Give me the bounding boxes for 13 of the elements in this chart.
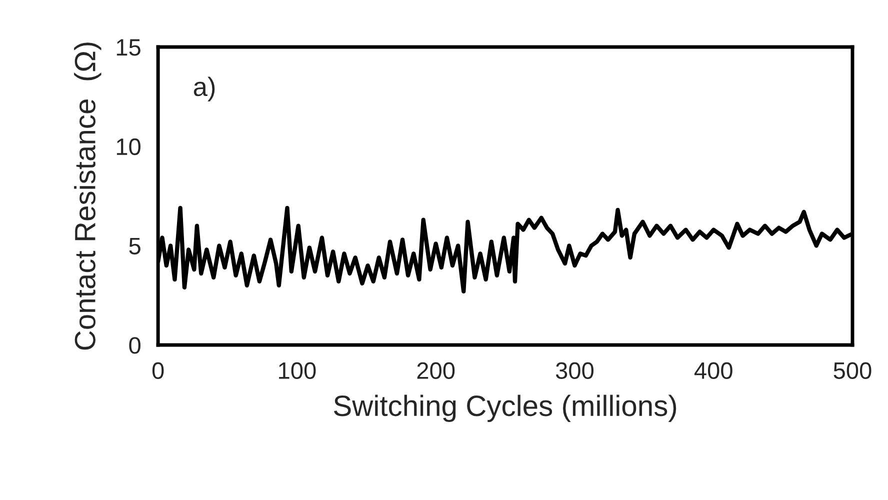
y-tick-label: 10 bbox=[116, 138, 140, 156]
x-tick-label: 400 bbox=[694, 362, 732, 380]
x-axis-title: Switching Cycles (millions) bbox=[334, 394, 676, 422]
y-axis-title: Contact Resistance (Ω) bbox=[74, 42, 102, 350]
x-tick-label: 100 bbox=[279, 362, 316, 380]
x-tick-label: 0 bbox=[152, 362, 164, 380]
x-tick-label: 500 bbox=[834, 362, 872, 380]
x-tick-label: 200 bbox=[417, 362, 455, 380]
x-tick-label: 300 bbox=[556, 362, 594, 380]
y-tick-label: 0 bbox=[129, 337, 140, 354]
annotation: a) bbox=[194, 76, 215, 102]
y-tick-label: 5 bbox=[129, 238, 140, 254]
y-tick-label: 15 bbox=[116, 39, 140, 56]
